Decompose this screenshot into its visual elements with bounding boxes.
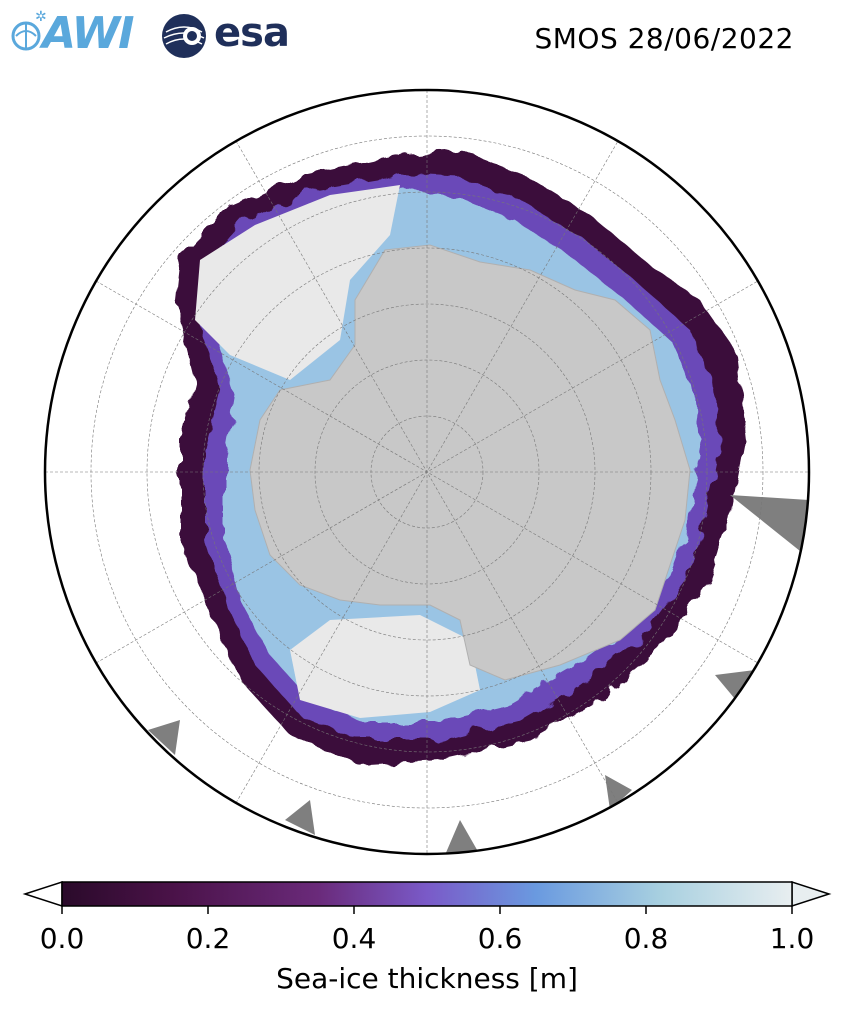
colorbar-tick-label: 0.4 [331, 922, 377, 955]
map-title: SMOS 28/06/2022 [534, 22, 794, 55]
colorbar-extend-max [791, 880, 832, 908]
polar-map [43, 88, 811, 856]
missing-data-patch [285, 800, 315, 835]
colorbar-extend-min [22, 880, 63, 908]
colorbar [22, 880, 832, 914]
missing-data-patch [605, 775, 632, 810]
antarctica-landmass [249, 244, 691, 681]
weddell-ice [195, 185, 400, 380]
ross-ice [290, 615, 480, 718]
awi-logo: ✲ AWI [8, 8, 148, 64]
esa-globe-icon [162, 14, 206, 58]
colorbar-tick-label: 0.8 [623, 922, 669, 955]
missing-data-patch [715, 670, 755, 705]
awi-globe-icon: ✲ [11, 9, 47, 51]
colorbar-tick-label: 1.0 [769, 922, 815, 955]
esa-logo-text: esa [214, 10, 290, 56]
missing-data-patch [445, 820, 480, 854]
map-boundary [43, 88, 811, 856]
colorbar-tick-label: 0.2 [185, 922, 231, 955]
colorbar-label: Sea-ice thickness [m] [276, 962, 578, 995]
graticule [45, 90, 809, 854]
colorbar-tick-label: 0.0 [39, 922, 85, 955]
missing-data-patch [730, 495, 809, 555]
esa-logo: esa [158, 8, 308, 64]
missing-data-patch [148, 720, 180, 755]
svg-text:✲: ✲ [35, 9, 47, 25]
colorbar-tick-label: 0.6 [477, 922, 523, 955]
colorbar-ticks [61, 906, 793, 914]
awi-logo-text: AWI [42, 8, 135, 59]
